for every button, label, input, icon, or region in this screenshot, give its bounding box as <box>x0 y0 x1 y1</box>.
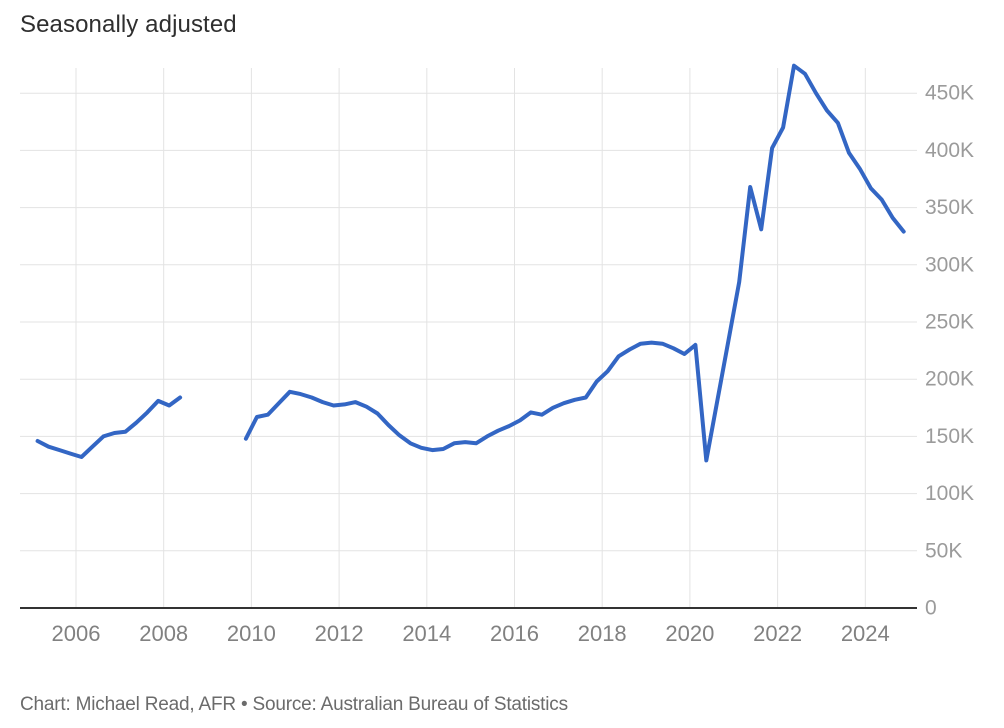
data-series <box>35 63 906 463</box>
x-tick-label-2008: 2008 <box>139 621 188 646</box>
x-tick-label-2018: 2018 <box>578 621 627 646</box>
chart-byline: Chart: Michael Read, AFR • Source: Austr… <box>20 694 568 715</box>
y-tick-label-250K: 250K <box>925 311 974 334</box>
x-tick-label-2006: 2006 <box>52 621 101 646</box>
line-chart: 0 50K 100K 150K 200K 250K 300K 350K 400K 450K 2006… <box>20 63 974 646</box>
y-tick-label-150K: 150K <box>925 425 974 448</box>
x-tick-label-2014: 2014 <box>402 621 451 646</box>
y-tick-label-100K: 100K <box>925 482 974 505</box>
y-gridlines <box>20 92 917 552</box>
x-tick-label-2022: 2022 <box>753 621 802 646</box>
x-tick-label-2016: 2016 <box>490 621 539 646</box>
x-gridlines <box>75 68 866 608</box>
y-tick-labels: 0 50K 100K 150K 200K 250K 300K 350K 400K 450K <box>925 82 974 620</box>
series-line-segment-1 <box>35 395 183 459</box>
chart-title: Seasonally adjusted <box>20 11 237 38</box>
y-tick-label-0: 0 <box>925 597 937 620</box>
x-tick-labels: 2006 2008 2010 2012 2014 2016 2018 2020 2022 2024 <box>52 621 890 646</box>
x-tick-label-2024: 2024 <box>841 621 890 646</box>
y-tick-label-400K: 400K <box>925 139 974 162</box>
y-tick-label-300K: 300K <box>925 253 974 276</box>
y-tick-label-50K: 50K <box>925 539 962 562</box>
x-tick-label-2010: 2010 <box>227 621 276 646</box>
series-line-segment-2 <box>243 63 906 463</box>
x-tick-label-2020: 2020 <box>665 621 714 646</box>
x-tick-label-2012: 2012 <box>315 621 364 646</box>
y-tick-label-350K: 350K <box>925 196 974 219</box>
y-tick-label-200K: 200K <box>925 368 974 391</box>
y-tick-label-450K: 450K <box>925 82 974 105</box>
